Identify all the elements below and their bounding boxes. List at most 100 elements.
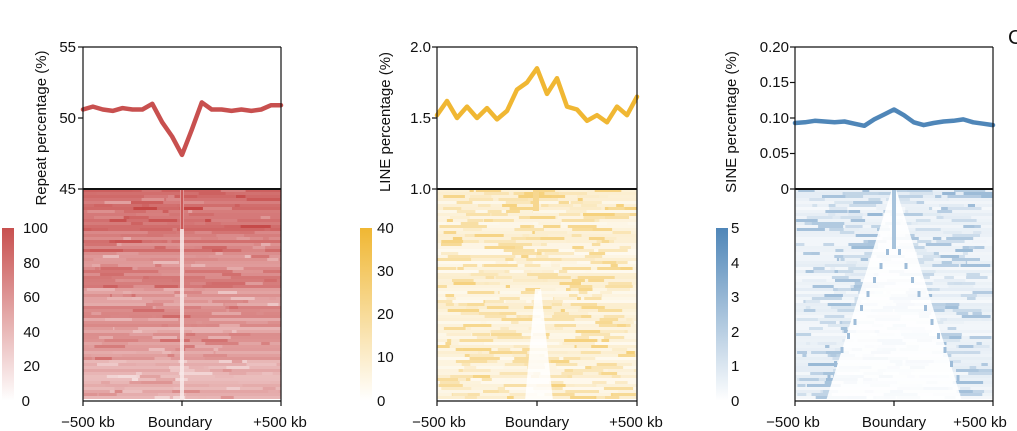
- repeat-heatmap-cell: [252, 246, 266, 249]
- repeat-heatmap-cell: [109, 219, 127, 222]
- repeat-heatmap-cell: [265, 270, 277, 273]
- line-heatmap-cell: [460, 222, 479, 225]
- sine-colorbar-tick-label: 5: [731, 220, 739, 237]
- repeat-heatmap-cell: [205, 276, 231, 279]
- line-heatmap-cell: [540, 375, 568, 378]
- repeat-heatmap-cell: [167, 240, 172, 243]
- sine-heatmap-cell: [976, 342, 982, 345]
- sine-heatmap-cell: [932, 237, 942, 240]
- line-heatmap-cell: [573, 369, 604, 372]
- line-heatmap-cell: [463, 324, 492, 327]
- sine-heatmap-cell: [967, 297, 976, 300]
- repeat-heatmap-cell: [172, 228, 177, 231]
- sine-heatmap-cell: [904, 258, 934, 261]
- repeat-heatmap-cell: [108, 201, 131, 204]
- repeat-heatmap-cell: [148, 348, 165, 351]
- line-heatmap-cell: [447, 339, 452, 342]
- repeat-colorbar: [2, 228, 14, 401]
- line-heatmap-cell: [515, 228, 544, 231]
- line-heatmap-cell: [520, 315, 529, 318]
- sine-heatmap-cell: [867, 213, 883, 216]
- repeat-heatmap-cell: [234, 192, 261, 195]
- line-heatmap-cell: [492, 219, 514, 222]
- line-heatmap-cell: [615, 381, 628, 384]
- line-heatmap-cell: [447, 255, 477, 258]
- repeat-heatmap-cell: [163, 288, 184, 291]
- repeat-heatmap-cell: [172, 384, 186, 387]
- line-heatmap-cell: [509, 393, 538, 396]
- repeat-heatmap-cell: [211, 312, 242, 315]
- line-heatmap-cell: [458, 378, 466, 381]
- line-heatmap-cell: [464, 366, 477, 369]
- line-heatmap-cell: [540, 192, 565, 195]
- line-heatmap-cell: [518, 216, 541, 219]
- line-heatmap-cell: [591, 366, 624, 369]
- repeat-heatmap-cell: [95, 357, 112, 360]
- line-heatmap-row: [437, 276, 637, 279]
- sine-heatmap-cell: [944, 366, 970, 369]
- line-heatmap-cell: [446, 297, 456, 300]
- sine-heatmap-cell: [915, 219, 931, 222]
- repeat-heatmap-cell: [107, 228, 140, 231]
- repeat-heatmap-cell: [246, 321, 268, 324]
- repeat-heatmap-cell: [129, 375, 161, 378]
- sine-heatmap-cell: [810, 372, 824, 375]
- line-heatmap-cell: [537, 276, 571, 279]
- repeat-heatmap-cell: [190, 324, 198, 327]
- sine-colorbar-tick-label: 1: [731, 358, 739, 375]
- repeat-heatmap-cell: [174, 291, 202, 294]
- line-heatmap-cell: [561, 372, 583, 375]
- repeat-heatmap-cell: [269, 297, 276, 300]
- repeat-heatmap-cell: [96, 192, 111, 195]
- repeat-heatmap-cell: [105, 318, 132, 321]
- line-colorbar-tick-label: 30: [377, 263, 394, 280]
- line-heatmap-cell: [505, 201, 531, 204]
- repeat-heatmap-boundary-stripe: [180, 189, 184, 401]
- sine-colorbar-tick-label: 2: [731, 324, 739, 341]
- sine-heatmap-cell: [919, 237, 931, 240]
- repeat-heatmap-cell: [154, 357, 179, 360]
- line-heatmap-cell: [536, 309, 561, 312]
- sine-heatmap-cell: [803, 309, 816, 312]
- line-heatmap-cell: [485, 276, 495, 279]
- line-heatmap-cell: [455, 348, 463, 351]
- line-heatmap-cell: [552, 273, 558, 276]
- sine-heatmap-cell: [981, 363, 988, 366]
- sine-heatmap-cell: [805, 306, 811, 309]
- repeat-colorbar-tick-label: 80: [23, 255, 40, 272]
- repeat-heatmap-cell: [155, 378, 174, 381]
- line-heatmap-cell: [437, 378, 471, 381]
- sine-heatmap-cell: [951, 261, 966, 264]
- line-heatmap-cell: [483, 390, 503, 393]
- line-heatmap-cell: [547, 279, 575, 282]
- line-heatmap-cell: [437, 258, 472, 261]
- repeat-heatmap-cell: [179, 261, 195, 264]
- line-heatmap-cell: [585, 270, 594, 273]
- repeat-heatmap-cell: [142, 330, 158, 333]
- line-heatmap-cell: [525, 288, 541, 291]
- repeat-heatmap-cell: [84, 243, 117, 246]
- line-heatmap-cell: [469, 189, 474, 192]
- line-heatmap-cell: [531, 300, 563, 303]
- sine-heatmap-cell: [981, 318, 989, 321]
- line-y-tick-label: 1.5: [410, 110, 431, 127]
- sine-heatmap-cell: [871, 225, 883, 228]
- line-heatmap-cell: [601, 240, 610, 243]
- line-heatmap-cell: [514, 357, 538, 360]
- repeat-heatmap-cell: [205, 342, 239, 345]
- line-heatmap-cell: [608, 207, 625, 210]
- repeat-profile-line: [80, 100, 284, 158]
- line-heatmap-cell: [512, 252, 537, 255]
- repeat-heatmap-cell: [229, 309, 260, 312]
- line-heatmap-cell: [481, 378, 492, 381]
- repeat-heatmap-cell: [101, 342, 128, 345]
- sine-heatmap-cell: [805, 300, 820, 303]
- line-heatmap-cell: [526, 258, 547, 261]
- repeat-heatmap-cell: [148, 219, 178, 222]
- line-heatmap-cell: [439, 381, 472, 384]
- sine-heatmap-cell: [806, 216, 839, 219]
- repeat-heatmap-cell: [83, 249, 96, 252]
- repeat-heatmap-cell: [208, 366, 238, 369]
- line-heatmap-cell: [620, 267, 633, 270]
- line-heatmap-cell: [562, 342, 595, 345]
